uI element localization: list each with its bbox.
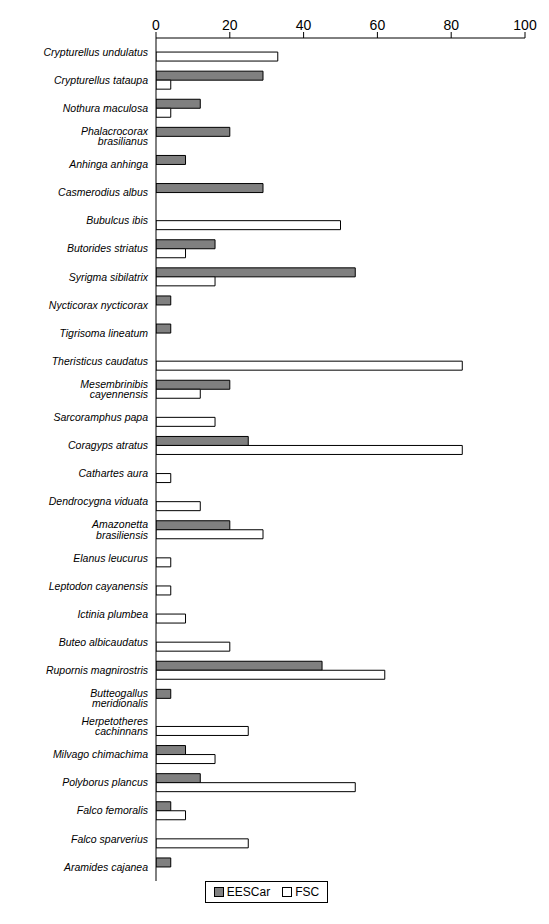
svg-text:Butteogallusmeridionalis: Butteogallusmeridionalis	[90, 687, 149, 710]
svg-text:Aramides cajanea: Aramides cajanea	[63, 861, 148, 873]
svg-text:Ictinia plumbea: Ictinia plumbea	[77, 608, 148, 620]
svg-text:Falco femoralis: Falco femoralis	[77, 804, 149, 816]
svg-text:Sarcoramphus papa: Sarcoramphus papa	[53, 411, 148, 423]
svg-text:Dendrocygna viduata: Dendrocygna viduata	[49, 495, 148, 507]
svg-text:Cathartes aura: Cathartes aura	[79, 467, 149, 479]
svg-text:Bubulcus ibis: Bubulcus ibis	[86, 214, 149, 226]
svg-text:Butorides striatus: Butorides striatus	[67, 242, 149, 254]
html-text:EESCar: EESCar	[226, 885, 271, 899]
svg-text:Amazonettabrasiliensis: Amazonettabrasiliensis	[91, 518, 149, 541]
svg-text:40: 40	[296, 17, 312, 33]
svg-text:0: 0	[152, 17, 160, 33]
svg-text:Elanus leucurus: Elanus leucurus	[73, 552, 148, 564]
svg-text:Nothura maculosa: Nothura maculosa	[63, 102, 148, 114]
svg-text:Falco sparverius: Falco sparverius	[71, 833, 149, 845]
svg-text:100: 100	[513, 17, 537, 33]
html-text:FSC: FSC	[295, 885, 320, 899]
svg-text:Buteo albicaudatus: Buteo albicaudatus	[59, 636, 149, 648]
svg-text:Rupornis magnirostris: Rupornis magnirostris	[46, 664, 149, 676]
svg-text:Leptodon cayanensis: Leptodon cayanensis	[49, 580, 149, 592]
svg-text:Coragyps atratus: Coragyps atratus	[68, 439, 149, 451]
svg-text:Polyborus plancus: Polyborus plancus	[62, 776, 149, 788]
svg-text:Nycticorax nycticorax: Nycticorax nycticorax	[49, 299, 149, 311]
svg-text:Crypturellus undulatus: Crypturellus undulatus	[44, 46, 149, 58]
svg-text:20: 20	[222, 17, 238, 33]
svg-text:Phalacrocoraxbrasilianus: Phalacrocoraxbrasilianus	[81, 125, 149, 147]
svg-text:Mesembrinibiscayennensis: Mesembrinibiscayennensis	[80, 378, 148, 401]
svg-text:Anhinga anhinga: Anhinga anhinga	[68, 158, 148, 170]
svg-text:60: 60	[370, 17, 386, 33]
svg-text:Crypturellus tataupa: Crypturellus tataupa	[54, 74, 148, 86]
svg-text:Milvago chimachima: Milvago chimachima	[53, 748, 148, 760]
svg-text:80: 80	[443, 17, 459, 33]
svg-text:Herpetotherescachinnans: Herpetotherescachinnans	[81, 715, 148, 738]
svg-text:Casmerodius albus: Casmerodius albus	[58, 186, 149, 198]
svg-text:Tigrisoma lineatum: Tigrisoma lineatum	[59, 327, 148, 339]
svg-text:Theristicus caudatus: Theristicus caudatus	[52, 355, 149, 367]
svg-text:Syrigma sibilatrix: Syrigma sibilatrix	[69, 271, 149, 283]
